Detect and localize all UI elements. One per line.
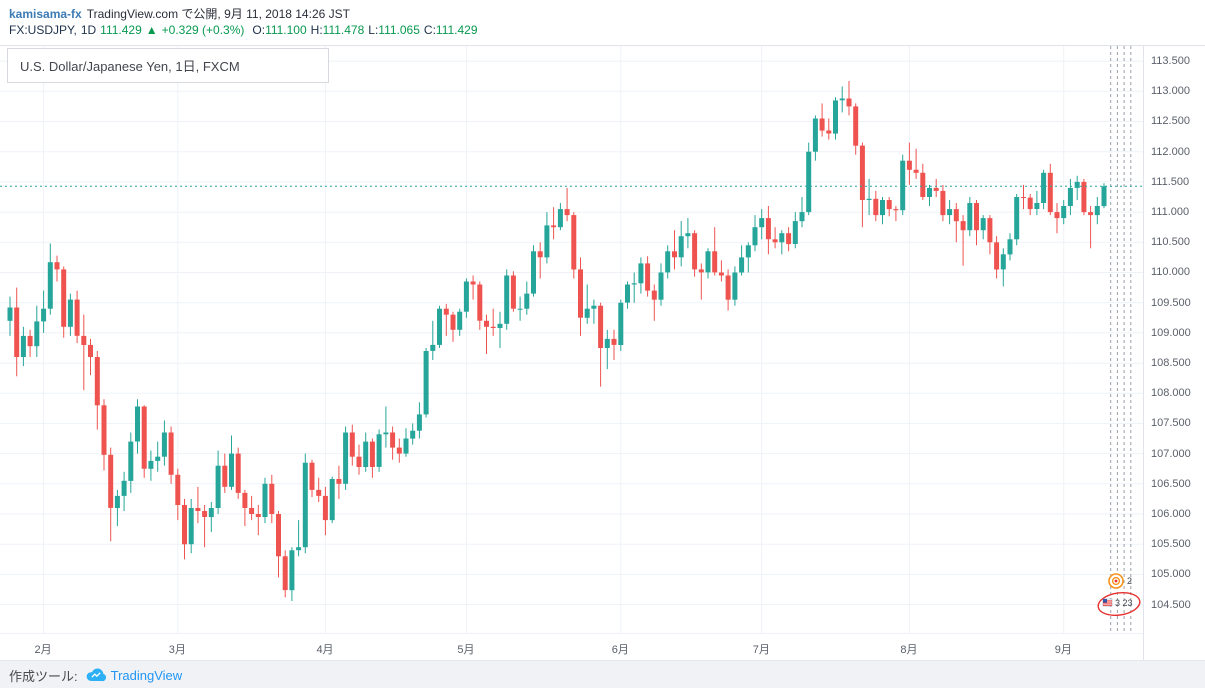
tradingview-cloud-logo-icon[interactable] bbox=[86, 668, 106, 682]
price-tick-label: 105.000 bbox=[1151, 568, 1191, 581]
time-tick-label: 7月 bbox=[752, 644, 770, 656]
close-label: C: bbox=[423, 23, 436, 37]
time-tick-label: 8月 bbox=[900, 644, 918, 656]
price-tick-label: 107.000 bbox=[1151, 447, 1191, 460]
time-tick-label: 5月 bbox=[457, 644, 475, 656]
price-tick-label: 108.000 bbox=[1151, 387, 1191, 400]
bullseye-annotation: 2 bbox=[1108, 573, 1132, 589]
footer-content: 作成ツール: TradingView bbox=[9, 661, 182, 688]
price-tick-label: 109.000 bbox=[1151, 326, 1191, 339]
chart-area: 2 3 23 U.S. Dollar/Japanese Yen, 1日, FXCM… bbox=[0, 45, 1205, 662]
price-tick-label: 110.500 bbox=[1151, 236, 1190, 249]
time-tick-label: 9月 bbox=[1054, 644, 1072, 656]
time-axis[interactable]: 2月 3月 4月 5月 6月 7月 8月 9月 bbox=[0, 633, 1143, 662]
price-tick-label: 106.000 bbox=[1151, 508, 1191, 521]
publish-info-text: TradingView.com で公開, 9月 11, 2018 14:26 J… bbox=[86, 7, 350, 21]
price-tick-label: 112.000 bbox=[1151, 145, 1190, 158]
low-label: L: bbox=[368, 23, 379, 37]
high-group: H:111.478 bbox=[311, 23, 365, 37]
candlestick-plot[interactable]: 2 3 23 bbox=[0, 46, 1143, 633]
footer-label: 作成ツール: bbox=[9, 668, 78, 684]
svg-text:3 23: 3 23 bbox=[1115, 598, 1133, 608]
svg-text:2: 2 bbox=[1127, 576, 1132, 586]
last-price-value: 111.429 bbox=[100, 23, 142, 37]
attribution-footer: 作成ツール: TradingView bbox=[0, 660, 1205, 688]
publication-header: kamisama-fx TradingView.com で公開, 9月 11, 2… bbox=[0, 0, 1205, 45]
price-tick-label: 106.500 bbox=[1151, 477, 1191, 490]
tradingview-link[interactable]: TradingView bbox=[110, 667, 183, 683]
open-value: 111.100 bbox=[265, 23, 307, 37]
flag-annotation: 3 23 bbox=[1097, 592, 1141, 616]
price-tick-label: 112.500 bbox=[1151, 115, 1190, 128]
change-arrow-icon: ▲ bbox=[145, 23, 158, 37]
publish-line: kamisama-fx TradingView.com で公開, 9月 11, 2… bbox=[9, 5, 350, 22]
time-tick-label: 2月 bbox=[34, 644, 52, 656]
price-tick-label: 113.000 bbox=[1151, 85, 1190, 98]
low-value: 111.065 bbox=[378, 23, 420, 37]
price-tick-label: 113.500 bbox=[1151, 55, 1190, 68]
symbol-name: FX:USDJPY, bbox=[9, 23, 77, 37]
time-tick-label: 6月 bbox=[611, 644, 629, 656]
interval-label: 1D bbox=[80, 23, 97, 37]
time-tick-label: 4月 bbox=[316, 644, 334, 656]
price-tick-label: 109.500 bbox=[1151, 296, 1191, 309]
chart-legend-text: U.S. Dollar/Japanese Yen, 1日, FXCM bbox=[20, 59, 240, 74]
chart-legend[interactable]: U.S. Dollar/Japanese Yen, 1日, FXCM bbox=[7, 48, 329, 83]
close-value: 111.429 bbox=[435, 23, 478, 37]
time-tick-label: 3月 bbox=[168, 644, 186, 656]
author-link[interactable]: kamisama-fx bbox=[9, 7, 82, 21]
open-label: O: bbox=[252, 23, 266, 37]
price-tick-label: 104.500 bbox=[1151, 598, 1191, 611]
open-group: O:111.100 bbox=[252, 23, 306, 37]
price-tick-label: 107.500 bbox=[1151, 417, 1191, 430]
price-tick-label: 105.500 bbox=[1151, 538, 1191, 551]
price-tick-label: 111.500 bbox=[1151, 175, 1190, 188]
close-group: C:111.429 bbox=[424, 23, 478, 37]
high-value: 111.478 bbox=[322, 23, 365, 37]
change-value: +0.329 (+0.3%) bbox=[161, 23, 245, 37]
symbol-info-bar: FX:USDJPY, 1D 111.429 ▲ +0.329 (+0.3%) O:111.… bbox=[9, 23, 478, 37]
price-axis[interactable]: 113.500 113.000 112.500 112.000 111.500 111.0… bbox=[1143, 46, 1205, 661]
low-group: L:111.065 bbox=[368, 23, 420, 37]
price-tick-label: 108.500 bbox=[1151, 357, 1191, 370]
price-tick-label: 110.000 bbox=[1151, 266, 1190, 279]
high-label: H: bbox=[310, 23, 323, 37]
price-tick-label: 111.000 bbox=[1151, 206, 1190, 219]
